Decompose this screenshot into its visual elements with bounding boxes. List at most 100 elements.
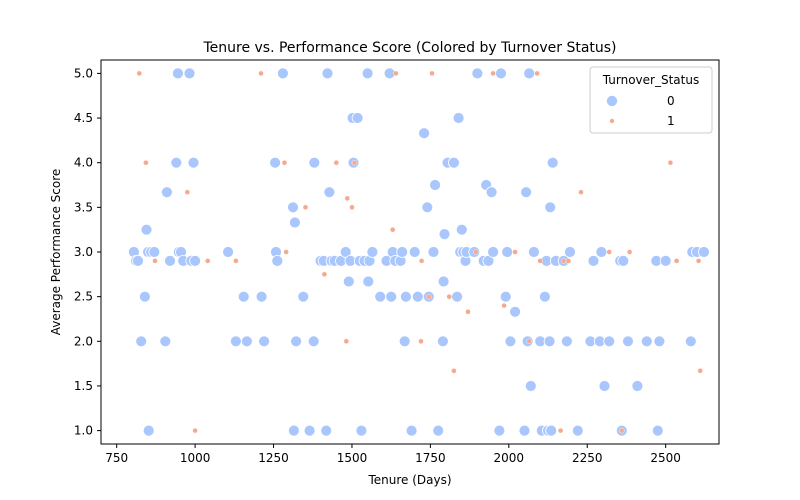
legend: Turnover_Status 01 xyxy=(589,66,713,134)
point-series-0-11 xyxy=(160,186,173,199)
point-series-1-9 xyxy=(283,249,289,255)
point-series-0-13 xyxy=(170,156,183,169)
point-series-0-55 xyxy=(355,424,368,437)
legend-items: 01 xyxy=(606,94,675,128)
y-tick-label-0: 1.0 xyxy=(74,424,93,438)
point-series-0-3 xyxy=(135,335,148,348)
point-series-1-19 xyxy=(418,338,424,344)
point-series-0-99 xyxy=(493,424,506,437)
point-series-1-16 xyxy=(351,159,358,166)
point-series-0-39 xyxy=(308,156,321,169)
point-series-1-35 xyxy=(565,258,572,264)
point-series-1-14 xyxy=(344,195,350,202)
point-series-0-73 xyxy=(411,290,424,303)
point-series-1-41 xyxy=(673,258,680,264)
point-series-1-15 xyxy=(349,204,355,211)
point-series-0-4 xyxy=(138,290,151,303)
point-series-1-34 xyxy=(561,258,567,264)
point-series-0-14 xyxy=(171,67,184,80)
y-tick-label-4: 3.0 xyxy=(74,245,93,259)
point-series-0-53 xyxy=(351,112,364,124)
point-series-1-39 xyxy=(626,249,633,255)
point-series-1-42 xyxy=(695,258,702,264)
legend-marker-0 xyxy=(606,95,618,107)
point-series-1-32 xyxy=(537,258,543,264)
point-series-1-31 xyxy=(534,70,540,77)
point-series-0-7 xyxy=(142,424,155,437)
point-series-0-70 xyxy=(399,290,412,303)
point-series-0-113 xyxy=(539,290,551,303)
point-series-0-2 xyxy=(132,254,144,267)
x-tick-label-4: 1750 xyxy=(415,451,446,465)
point-series-0-49 xyxy=(342,275,355,288)
point-series-0-9 xyxy=(148,246,161,258)
point-series-0-28 xyxy=(269,156,282,169)
x-tick-label-0: 750 xyxy=(105,451,128,465)
y-tick-label-1: 1.5 xyxy=(74,379,93,393)
point-series-0-12 xyxy=(164,254,176,267)
point-series-0-124 xyxy=(571,424,584,437)
point-series-0-38 xyxy=(307,335,320,348)
point-series-0-61 xyxy=(374,290,387,303)
point-series-0-25 xyxy=(240,335,253,348)
point-series-0-85 xyxy=(451,290,464,303)
point-series-0-81 xyxy=(437,275,450,288)
point-series-0-22 xyxy=(222,246,235,258)
point-series-0-128 xyxy=(595,246,608,258)
point-series-0-23 xyxy=(229,335,242,348)
point-series-0-36 xyxy=(297,290,310,303)
point-series-0-93 xyxy=(471,67,484,80)
point-series-1-8 xyxy=(281,159,288,166)
point-series-0-119 xyxy=(546,156,559,169)
point-series-0-101 xyxy=(499,290,512,303)
point-series-1-13 xyxy=(343,338,349,344)
point-series-1-12 xyxy=(333,159,339,166)
point-series-0-82 xyxy=(438,228,451,241)
point-series-0-27 xyxy=(258,335,271,348)
point-series-0-116 xyxy=(543,335,556,348)
point-series-0-135 xyxy=(631,380,644,392)
point-series-0-126 xyxy=(587,254,600,267)
point-series-0-20 xyxy=(187,156,200,169)
point-series-1-5 xyxy=(204,258,211,264)
point-series-0-105 xyxy=(518,424,531,437)
point-series-0-78 xyxy=(429,179,442,191)
point-series-0-42 xyxy=(320,424,333,437)
points-layer xyxy=(127,67,710,437)
x-ticks: 750 1000 1250 1500 1750 2000 2250 2500 xyxy=(105,444,681,465)
point-series-0-44 xyxy=(323,186,336,199)
point-series-1-21 xyxy=(426,294,432,300)
point-series-0-133 xyxy=(617,254,630,267)
y-tick-label-3: 2.5 xyxy=(74,290,93,304)
point-series-1-33 xyxy=(557,427,564,434)
point-series-0-103 xyxy=(504,335,517,348)
point-series-1-23 xyxy=(446,294,452,300)
point-series-0-140 xyxy=(659,254,672,267)
point-series-0-31 xyxy=(276,67,289,80)
point-series-0-69 xyxy=(398,335,411,348)
y-ticks: 1.0 1.5 2.0 2.5 3.0 3.5 4.0 4.5 5.0 xyxy=(74,66,101,438)
point-series-0-24 xyxy=(237,290,250,303)
point-series-0-71 xyxy=(405,424,418,437)
point-series-0-33 xyxy=(287,424,300,437)
point-series-0-108 xyxy=(523,67,536,80)
point-series-1-2 xyxy=(152,258,158,264)
y-tick-label-2: 2.0 xyxy=(74,334,93,348)
point-series-0-109 xyxy=(524,380,537,392)
point-series-1-30 xyxy=(526,338,532,344)
point-series-0-37 xyxy=(303,424,316,437)
point-series-1-10 xyxy=(302,204,309,211)
point-series-1-26 xyxy=(473,249,479,255)
point-series-0-26 xyxy=(255,290,268,303)
point-series-0-84 xyxy=(447,156,460,169)
y-tick-label-7: 4.5 xyxy=(74,111,93,125)
point-series-0-32 xyxy=(287,201,299,214)
point-series-1-43 xyxy=(697,368,703,374)
point-series-0-98 xyxy=(487,246,500,258)
point-series-0-35 xyxy=(290,335,303,348)
point-series-0-60 xyxy=(366,246,379,258)
point-series-1-6 xyxy=(233,258,239,264)
point-series-0-106 xyxy=(520,186,532,199)
point-series-1-17 xyxy=(390,226,396,233)
point-series-1-22 xyxy=(429,70,435,77)
